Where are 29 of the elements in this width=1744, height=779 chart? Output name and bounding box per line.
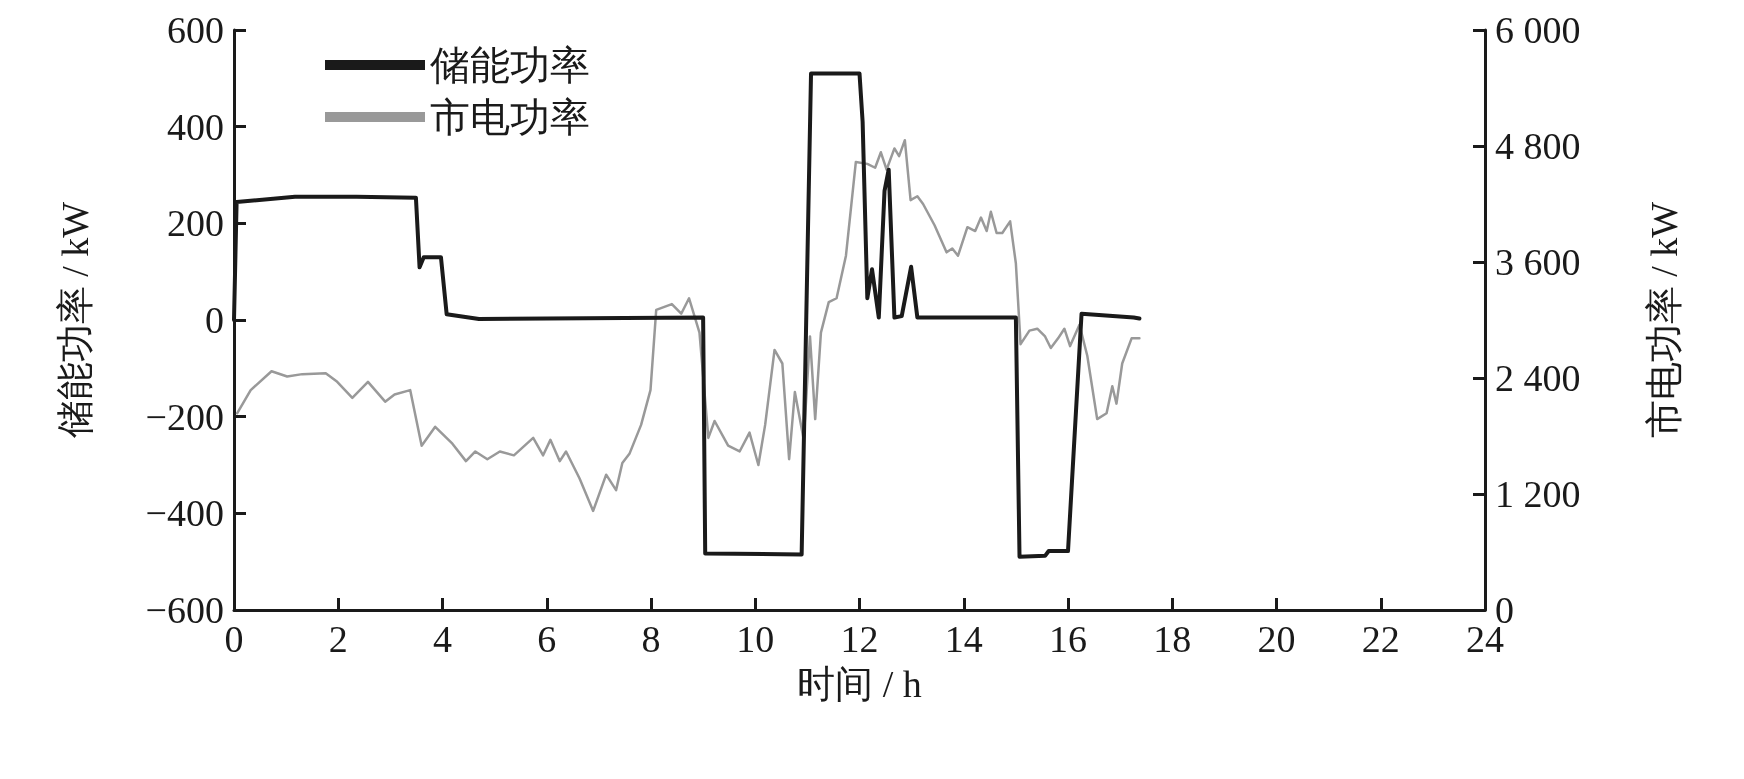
y-tick-label: 400 <box>167 105 224 148</box>
x-tick-label: 16 <box>1049 618 1087 660</box>
y2-tick-label: 4 800 <box>1495 125 1581 167</box>
x-tick-label: 20 <box>1257 618 1296 660</box>
y2-axis-title: 市电功率 / kW <box>1643 201 1685 439</box>
x-tick-label: 22 <box>1361 618 1400 660</box>
y2-tick-label: 6 000 <box>1495 9 1581 51</box>
y-tick-label: −600 <box>145 589 224 631</box>
legend-label: 市电功率 <box>430 94 590 140</box>
x-tick-label: 18 <box>1153 618 1192 660</box>
y2-tick-label: 2 400 <box>1495 357 1581 399</box>
y2-tick-label: 3 600 <box>1495 241 1581 283</box>
y-tick-label: 200 <box>167 202 224 245</box>
x-tick-label: 2 <box>328 618 348 660</box>
x-axis-title: 时间 / h <box>797 663 922 705</box>
y-tick-label: −400 <box>145 492 224 535</box>
x-tick-label: 14 <box>944 618 983 660</box>
legend-label: 储能功率 <box>430 42 590 88</box>
y-axis-title: 储能功率 / kW <box>54 201 96 439</box>
y2-tick-label: 1 200 <box>1495 473 1581 515</box>
y-tick-label: −200 <box>145 395 224 438</box>
x-tick-label: 4 <box>433 618 452 660</box>
y-tick-label: 0 <box>205 299 224 341</box>
x-tick-label: 6 <box>537 618 557 660</box>
x-tick-label: 10 <box>736 618 775 660</box>
x-tick-label: 12 <box>840 618 879 660</box>
line-series <box>235 138 1141 513</box>
x-tick-label: 8 <box>641 618 661 660</box>
y-tick-label: 600 <box>167 9 224 51</box>
